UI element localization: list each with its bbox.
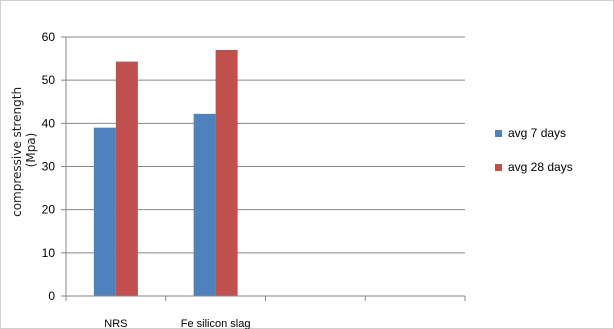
y-tick-label: 10 xyxy=(42,246,56,260)
bar-avg-28-days xyxy=(115,61,138,297)
bars xyxy=(93,49,238,297)
bar-avg-28-days xyxy=(215,49,238,297)
y-tick-label: 30 xyxy=(42,160,56,174)
y-tick-label: 20 xyxy=(42,203,56,217)
y-tick-label: 60 xyxy=(42,30,56,44)
legend-swatch xyxy=(495,130,502,137)
x-tick-labels: NRS Fe silicon slag xyxy=(65,296,466,329)
y-tick-label: 0 xyxy=(48,289,55,303)
legend-swatch xyxy=(495,164,502,171)
y-axis-title-line2: (Mpa) xyxy=(24,133,38,168)
y-tick-label: 40 xyxy=(42,116,56,130)
y-axis-title-line1: compressive strength xyxy=(10,87,24,217)
x-tick-label: NRS xyxy=(104,318,127,329)
y-tick-labels: 0 10 20 30 40 50 60 xyxy=(42,30,66,303)
bar-avg-7-days xyxy=(93,127,116,297)
legend-label: avg 7 days xyxy=(508,126,566,140)
bar-avg-7-days xyxy=(193,113,216,296)
legend: avg 7 days avg 28 days xyxy=(495,126,573,174)
x-tick-label: Fe silicon slag xyxy=(181,318,251,329)
legend-label: avg 28 days xyxy=(508,160,573,174)
y-axis-title: compressive strength (Mpa) xyxy=(10,83,38,217)
y-tick-label: 50 xyxy=(42,73,56,87)
